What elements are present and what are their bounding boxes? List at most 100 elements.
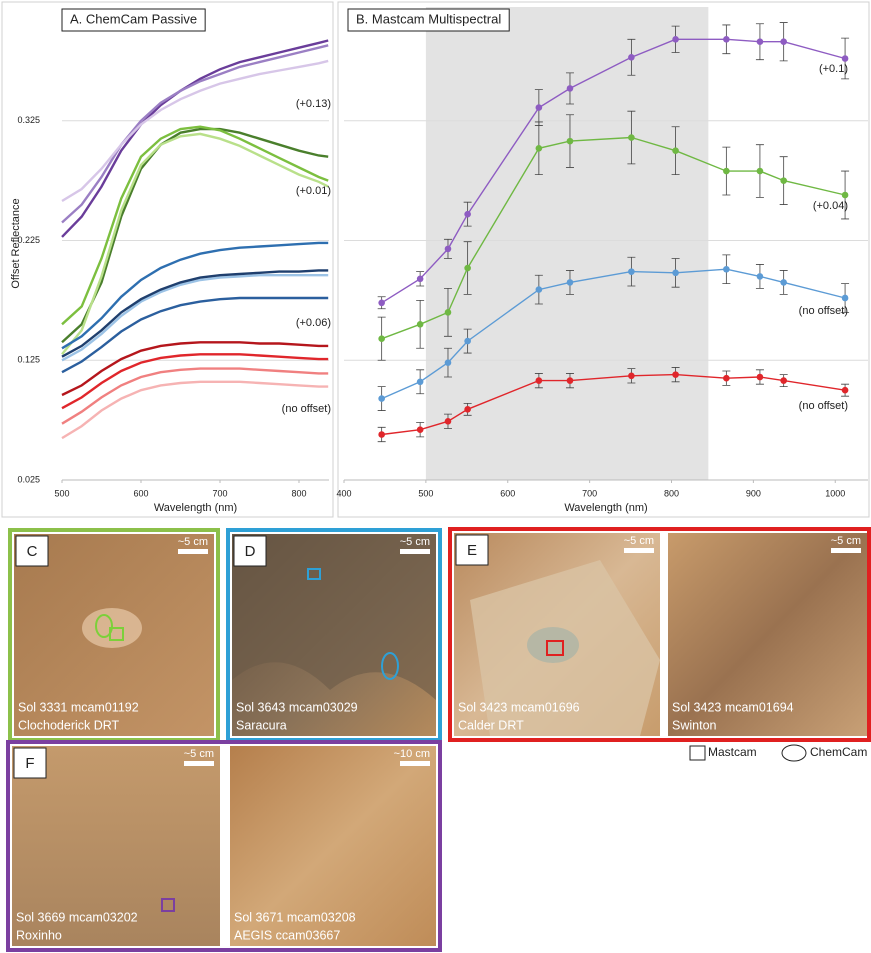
annotation: (+0.13) [296,98,331,110]
x-axis-label: Wavelength (nm) [564,502,647,514]
x-tick-label: 400 [336,488,351,498]
data-point [445,246,452,253]
legend-square [690,746,705,760]
photo-caption: Sol 3423 mcam01696 [458,700,580,714]
data-point [567,85,574,92]
data-point [672,147,679,154]
data-point [628,268,635,275]
panel-label: F [25,755,34,772]
data-point [378,431,385,438]
photo-detail [527,627,579,663]
data-point [780,279,787,286]
figure: 0.0250.1250.2250.325500600700800Waveleng… [0,0,871,953]
data-point [536,286,543,293]
data-point [757,374,764,381]
scale-label: ~5 cm [831,535,861,547]
photo-caption: Swinton [672,718,717,732]
annotation: (+0.01) [296,185,331,197]
x-tick-label: 600 [500,488,515,498]
data-point [536,104,543,111]
chart-frame [2,2,333,517]
data-point [723,375,730,382]
photo-caption: Calder DRT [458,718,524,732]
data-point [567,377,574,384]
data-point [672,36,679,43]
data-point [378,395,385,402]
scale-bar [178,549,208,554]
data-point [417,379,424,386]
data-point [417,321,424,328]
annotation: (no offset) [799,400,848,412]
data-point [417,426,424,433]
y-tick-label: 0.125 [17,355,40,365]
data-point [780,38,787,45]
data-point [757,168,764,175]
x-tick-label: 500 [418,488,433,498]
data-point [464,265,471,272]
scale-bar [624,548,654,553]
x-tick-label: 600 [133,488,148,498]
data-point [445,309,452,316]
data-point [723,266,730,273]
data-point [780,177,787,184]
data-point [464,406,471,413]
data-point [672,371,679,378]
data-point [378,299,385,306]
x-tick-label: 900 [746,488,761,498]
x-tick-label: 800 [664,488,679,498]
scale-bar [831,548,861,553]
x-tick-label: 1000 [825,488,845,498]
data-point [445,418,452,425]
scale-bar [400,761,430,766]
data-point [536,145,543,152]
data-point [780,377,787,384]
scale-label: ~5 cm [178,536,208,548]
photo-caption: AEGIS ccam03667 [234,928,340,942]
data-point [378,335,385,342]
x-tick-label: 800 [291,488,306,498]
annotation: (+0.06) [296,317,331,329]
data-point [567,279,574,286]
data-point [628,134,635,141]
panel-label: E [467,542,477,559]
photo-caption: Sol 3643 mcam03029 [236,700,358,714]
scale-bar [184,761,214,766]
data-point [757,273,764,280]
scale-label: ~5 cm [400,536,430,548]
data-point [417,276,424,283]
data-point [842,387,849,394]
photo-caption: Sol 3423 mcam01694 [672,700,794,714]
y-tick-label: 0.325 [17,115,40,125]
legend-label: ChemCam [810,745,867,759]
data-point [628,373,635,380]
data-point [464,338,471,345]
annotation: (+0.04) [813,200,848,212]
scale-bar [400,549,430,554]
photo-caption: Sol 3331 mcam01192 [18,700,139,714]
data-point [842,192,849,199]
data-point [842,295,849,302]
data-point [536,377,543,384]
data-point [464,211,471,218]
data-point [723,168,730,175]
data-point [757,38,764,45]
x-tick-label: 700 [212,488,227,498]
photo-caption: Saracura [236,718,287,732]
legend-ellipse [782,745,806,761]
scale-label: ~5 cm [624,535,654,547]
spectrum-line [62,298,328,372]
x-tick-label: 700 [582,488,597,498]
y-tick-label: 0.025 [17,474,40,484]
x-tick-label: 500 [54,488,69,498]
data-point [628,54,635,61]
data-point [723,36,730,43]
data-point [445,359,452,366]
x-axis-label: Wavelength (nm) [154,502,237,514]
data-point [567,138,574,145]
annotation: (no offset) [282,403,331,415]
spectrum-line [62,369,328,424]
legend-label: Mastcam [708,745,757,759]
scale-label: ~10 cm [394,748,430,760]
photo-caption: Sol 3671 mcam03208 [234,910,356,924]
panel-label: D [245,543,256,560]
